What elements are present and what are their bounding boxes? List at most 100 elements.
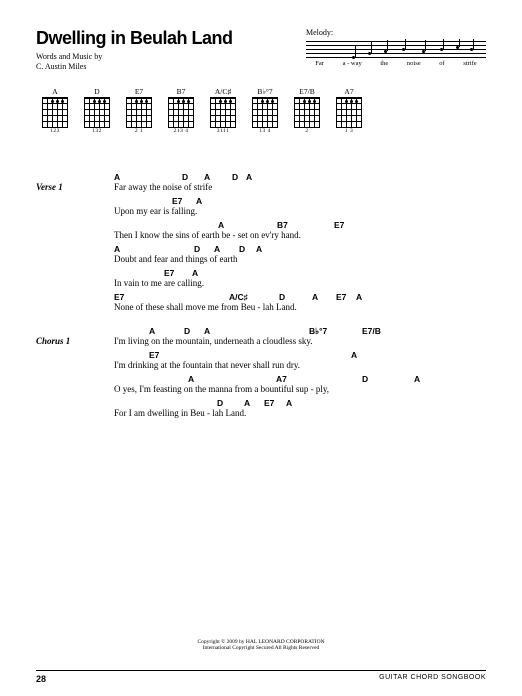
chord-symbol: A [286,398,292,408]
lyric-line-pair: AA7DAO yes, I'm feasting on the manna fr… [114,374,486,394]
chord-symbol: A [244,398,250,408]
lyric-line-pair: AB7E7Then I know the sins of earth be - … [114,220,486,240]
chord-name: B♭°7 [250,87,280,95]
lyric-text: Then I know the sins of earth be - set o… [114,230,486,240]
chord-line: ADAB♭°7E7/B [114,326,486,336]
lyric-line-pair: DAE7AFor I am dwelling in Beu - lah Land… [114,398,486,418]
chord-symbol: E7 [164,268,174,278]
chord-symbol: A [188,374,194,384]
chord-line: AA7DA [114,374,486,384]
chord-line: E7A [114,196,486,206]
chord-line: E7A [114,268,486,278]
song-body: Verse 1ADADAFar away the noise of strife… [36,172,486,422]
chord-diagram: B♭°7 13 4 [250,87,280,134]
section-label: Verse 1 [36,172,114,316]
chord-symbol: E7 [114,292,124,302]
chord-symbol: A/C♯ [229,292,248,302]
chord-line: DAE7A [114,398,486,408]
chord-name: A/C♯ [208,87,238,95]
chord-fingering: 13 4 [250,128,280,134]
chord-symbol: B7 [277,220,288,230]
chord-symbol: A7 [276,374,287,384]
chord-symbol: A [256,244,262,254]
chord-symbol: B♭°7 [309,326,327,337]
chord-diagram: A/C♯3111 [208,87,238,134]
chord-grid [84,97,110,127]
chord-symbol: A [356,292,362,302]
melody-lyric-word: noise [407,60,421,67]
chord-symbol: E7 [149,350,159,360]
song-section: Verse 1ADADAFar away the noise of strife… [36,172,486,316]
lyric-text: I'm living on the mountain, underneath a… [114,336,486,346]
chord-symbol: D [232,172,238,182]
section-lines: A D A B♭°7 E7/BI'm living on the mountain, u… [114,326,486,422]
chord-name: A [40,87,70,95]
copyright-line-1: Copyright © 2009 by HAL LEONARD CORPORAT… [36,639,486,646]
lyric-line-pair: ADADAFar away the noise of strife [114,172,486,192]
chord-symbol: E7 [334,220,344,230]
chord-diagram-row: A123 D 132 E7 2 1 B7 213 4 A/C♯3111 B♭°7 13 4 E7/B… [40,87,486,134]
chord-symbol: A [196,196,202,206]
chord-symbol: A [414,374,420,384]
melody-lyric-word: Far [315,60,324,67]
copyright-line-2: International Copyright Secured All Righ… [36,645,486,652]
chord-grid [210,97,236,127]
chord-symbol: A [204,326,210,336]
chord-diagram: A71 3 [334,87,364,134]
melody-lyric-word: of [439,60,444,67]
title-block: Dwelling in Beulah Land Words and Music … [36,28,306,71]
lyric-text: In vain to me are calling. [114,278,486,288]
chord-symbol: A [246,172,252,182]
chord-symbol: D [182,172,188,182]
chord-grid [252,97,278,127]
chord-name: B7 [166,87,196,95]
section-label: Chorus 1 [36,326,114,422]
chord-name: D [82,87,112,95]
chord-name: E7 [124,87,154,95]
chord-fingering: 213 4 [166,128,196,134]
footer-row: 28 GUITAR CHORD SONGBOOK [36,670,486,684]
lyric-text: Upon my ear is falling. [114,206,486,216]
chord-fingering: 2 [292,128,322,134]
lyric-line-pair: ADADADoubt and fear and things of earth [114,244,486,264]
chord-grid [168,97,194,127]
chord-symbol: D [217,398,223,408]
chord-symbol: A [312,292,318,302]
chord-symbol: E7/B [362,326,381,336]
chord-line: E7A/C♯DAE7A [114,292,486,302]
lyric-line-pair: E7AUpon my ear is falling. [114,196,486,216]
chord-grid [42,97,68,127]
chord-fingering: 2 1 [124,128,154,134]
section-lines: ADADAFar away the noise of strifeE7AUpon… [114,172,486,316]
chord-symbol: E7 [336,292,346,302]
lyric-text: For I am dwelling in Beu - lah Land. [114,408,486,418]
chord-diagram: E7 2 1 [124,87,154,134]
lyric-line-pair: ADAB♭°7E7/BI'm living on the mountain, u… [114,326,486,346]
chord-grid [294,97,320,127]
byline-1: Words and Music by [36,52,306,61]
chord-symbol: A [214,244,220,254]
book-type: GUITAR CHORD SONGBOOK [379,674,486,684]
chord-diagram: A123 [40,87,70,134]
lyric-text: I'm drinking at the fountain that never … [114,360,486,370]
chord-line: E7A [114,350,486,360]
chord-symbol: A [114,244,120,254]
melody-lyrics: Fara - waythenoiseofstrife [306,60,486,67]
chord-grid [126,97,152,127]
chord-grid [336,97,362,127]
lyric-text: Far away the noise of strife [114,182,486,192]
page-number: 28 [36,674,46,684]
copyright-block: Copyright © 2009 by HAL LEONARD CORPORAT… [36,639,486,652]
lyric-line-pair: E7A/C♯DAE7ANone of these shall move me f… [114,292,486,312]
lyric-text: O yes, I'm feasting on the manna from a … [114,384,486,394]
chord-fingering: 132 [82,128,112,134]
lyric-line-pair: E7AI'm drinking at the fountain that nev… [114,350,486,370]
chord-line: ADADA [114,172,486,182]
chord-symbol: D [194,244,200,254]
chord-diagram: E7/B2 [292,87,322,134]
song-title: Dwelling in Beulah Land [36,28,306,49]
melody-block: Melody: [306,28,486,67]
chord-fingering: 1 3 [334,128,364,134]
chord-symbol: A [149,326,155,336]
melody-lyric-word: strife [463,60,476,67]
